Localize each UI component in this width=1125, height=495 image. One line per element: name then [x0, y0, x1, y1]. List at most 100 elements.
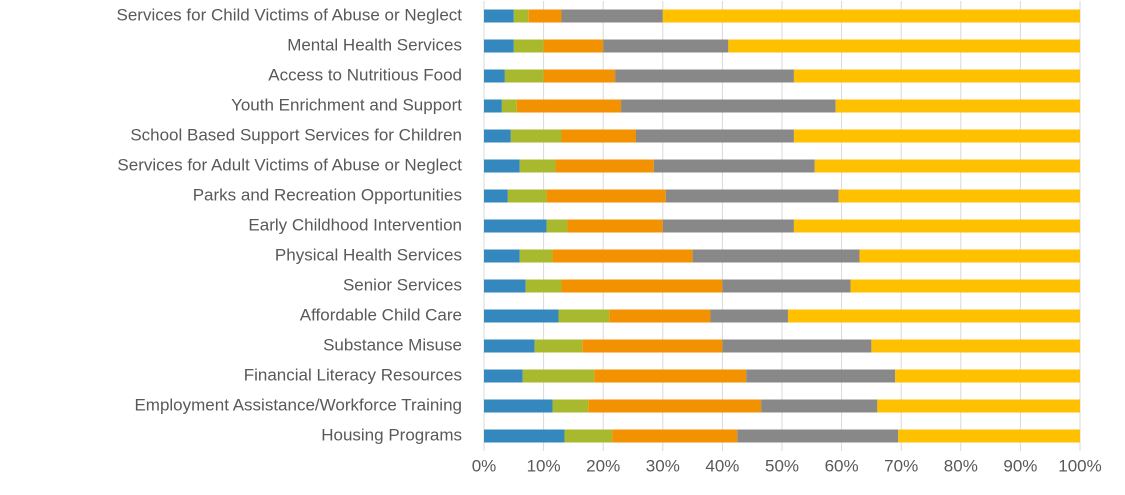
bar-segment — [484, 99, 502, 113]
bar-segment — [546, 189, 666, 203]
x-tick-label: 60% — [825, 456, 859, 475]
bar-segment — [552, 399, 589, 413]
bar-segment — [603, 39, 729, 53]
y-tick-label: Parks and Recreation Opportunities — [193, 185, 462, 204]
bar-segment — [484, 9, 514, 23]
bar-segment — [484, 69, 505, 83]
bar-segment — [484, 279, 526, 293]
bar-segment — [877, 399, 1080, 413]
bar-segment — [561, 129, 636, 143]
bar-segment — [501, 99, 517, 113]
bar-segment — [543, 69, 616, 83]
x-tick-label: 90% — [1003, 456, 1037, 475]
bar-segment — [561, 9, 663, 23]
bar-segment — [564, 429, 613, 443]
bar-segment — [543, 39, 604, 53]
bar-segment — [504, 69, 544, 83]
y-tick-label: Financial Literacy Resources — [244, 365, 462, 384]
bar-segment — [534, 339, 583, 353]
bar-segment — [588, 399, 762, 413]
bar-segment — [555, 159, 654, 173]
bar-segment — [859, 249, 1080, 263]
bar-segment — [692, 249, 860, 263]
x-tick-label: 50% — [765, 456, 799, 475]
bar-segment — [484, 309, 559, 323]
x-tick-label: 0% — [472, 456, 497, 475]
bar-segment — [728, 39, 1080, 53]
bar-segment — [898, 429, 1080, 443]
y-tick-label: Substance Misuse — [323, 335, 462, 354]
y-tick-label: Mental Health Services — [287, 35, 462, 54]
y-tick-label: Employment Assistance/Workforce Training — [134, 395, 462, 414]
bar-segment — [662, 219, 794, 233]
y-tick-label: Services for Adult Victims of Abuse or N… — [117, 155, 462, 174]
bar-segment — [612, 429, 738, 443]
bar-segment — [594, 369, 747, 383]
bar-segment — [710, 309, 788, 323]
bar-segment — [484, 339, 535, 353]
bar-segment — [510, 129, 562, 143]
bar-segment — [871, 339, 1080, 353]
bar-segment — [567, 219, 663, 233]
bar-segment — [793, 129, 1080, 143]
bar-segment — [513, 39, 544, 53]
bar-segment — [552, 249, 693, 263]
x-tick-label: 30% — [646, 456, 680, 475]
bar-segment — [787, 309, 1080, 323]
x-tick-label: 70% — [884, 456, 918, 475]
bar-segment — [722, 339, 872, 353]
bar-segment — [484, 429, 565, 443]
bar-segment — [528, 9, 562, 23]
bar-segment — [546, 219, 568, 233]
y-tick-label: School Based Support Services for Childr… — [130, 125, 462, 144]
y-tick-label: Affordable Child Care — [300, 305, 462, 324]
y-tick-label: Physical Health Services — [275, 245, 462, 264]
bar-segment — [761, 399, 878, 413]
bar-segment — [793, 219, 1080, 233]
x-tick-label: 100% — [1058, 456, 1101, 475]
x-tick-label: 10% — [527, 456, 561, 475]
y-tick-label: Housing Programs — [321, 425, 462, 444]
bar-segment — [522, 369, 595, 383]
bar-segment — [635, 129, 794, 143]
bar-segment — [835, 99, 1080, 113]
x-tick-label: 80% — [944, 456, 978, 475]
bar-segment — [814, 159, 1080, 173]
bar-segment — [519, 159, 556, 173]
y-tick-label: Services for Child Victims of Abuse or N… — [117, 5, 463, 24]
bar-segment — [653, 159, 815, 173]
bar-segment — [558, 309, 610, 323]
bar-segment — [484, 189, 508, 203]
bar-segment — [722, 279, 851, 293]
x-tick-label: 20% — [586, 456, 620, 475]
bar-segment — [662, 9, 1080, 23]
x-tick-label: 40% — [705, 456, 739, 475]
bar-segment — [507, 189, 547, 203]
bar-segment — [793, 69, 1080, 83]
bar-segment — [484, 129, 511, 143]
bar-segment — [895, 369, 1080, 383]
bar-segment — [561, 279, 723, 293]
y-tick-label: Early Childhood Intervention — [248, 215, 462, 234]
bar-segment — [737, 429, 899, 443]
bar-segment — [665, 189, 839, 203]
bar-segment — [484, 369, 523, 383]
bar-segment — [513, 9, 529, 23]
y-tick-label: Senior Services — [343, 275, 462, 294]
bar-segment — [746, 369, 896, 383]
bar-segment — [621, 99, 836, 113]
bar-segment — [519, 249, 553, 263]
bar-segment — [615, 69, 794, 83]
bar-segment — [484, 399, 553, 413]
y-tick-label: Youth Enrichment and Support — [231, 95, 462, 114]
bar-segment — [850, 279, 1080, 293]
bar-segment — [484, 39, 514, 53]
bar-segment — [516, 99, 622, 113]
bar-segment — [838, 189, 1080, 203]
bar-segment — [484, 159, 520, 173]
bar-segment — [609, 309, 711, 323]
bar-segment — [484, 219, 547, 233]
bar-segment — [484, 249, 520, 263]
bar-segment — [525, 279, 562, 293]
